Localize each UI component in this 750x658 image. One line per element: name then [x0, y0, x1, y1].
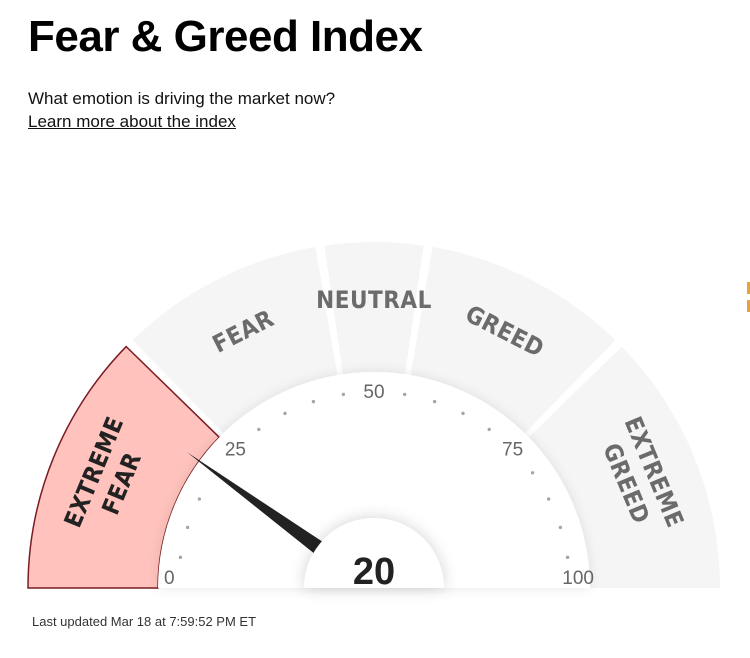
gauge-tick-dot [530, 471, 535, 475]
gauge-segment-neutral [324, 241, 424, 375]
gauge-tick-dot [341, 392, 346, 397]
gauge-tick-label: 0 [164, 568, 175, 589]
learn-more-link[interactable]: Learn more about the index [28, 112, 236, 131]
gauge-tick-dot [402, 392, 407, 397]
gauge-needle-group [187, 452, 339, 566]
gauge-tick-label: 100 [562, 568, 594, 589]
gauge-tick-dot [461, 411, 465, 416]
gauge-tick-dot [178, 555, 183, 560]
gauge-ticks: 0 25 50 75 100 [164, 382, 594, 589]
gauge-needle [187, 452, 339, 566]
edge-indicator [747, 300, 750, 312]
edge-indicator [747, 282, 750, 294]
page-title: Fear & Greed Index [28, 12, 423, 61]
gauge-hub-circle [304, 518, 444, 588]
gauge-segment-extreme-greed [528, 346, 720, 588]
gauge-value: 20 [353, 551, 395, 593]
gauge-tick-dot [257, 427, 261, 432]
page-subtitle: What emotion is driving the market now? [28, 89, 336, 108]
gauge-tick-dot [558, 525, 563, 530]
gauge-tick-dot [487, 427, 491, 432]
gauge-tick-dot [546, 497, 551, 501]
gauge-tick-dot [311, 399, 316, 404]
gauge-tick-label: 75 [502, 439, 523, 460]
gauge-tick-label: 50 [363, 382, 384, 403]
last-updated-text: Last updated Mar 18 at 7:59:52 PM ET [32, 614, 257, 629]
gauge-inner-dial [158, 372, 590, 588]
gauge-segments [27, 241, 720, 589]
gauge-tick-dot [197, 497, 202, 501]
gauge-segment-fear [132, 246, 338, 434]
gauge-tick-dot [432, 399, 437, 404]
gauge-label-neutral: NEUTRAL [316, 286, 432, 314]
gauge-label-text: NEUTRAL [316, 286, 432, 314]
gauge-hub: 20 [304, 518, 444, 593]
gauge-tick-dot [185, 525, 190, 530]
gauge-tick-dot [565, 555, 570, 560]
gauge-tick-dot [283, 411, 287, 416]
gauge-tick-label: 25 [225, 439, 246, 460]
gauge-inner-face [158, 372, 590, 588]
gauge-segment-greed [410, 246, 616, 434]
